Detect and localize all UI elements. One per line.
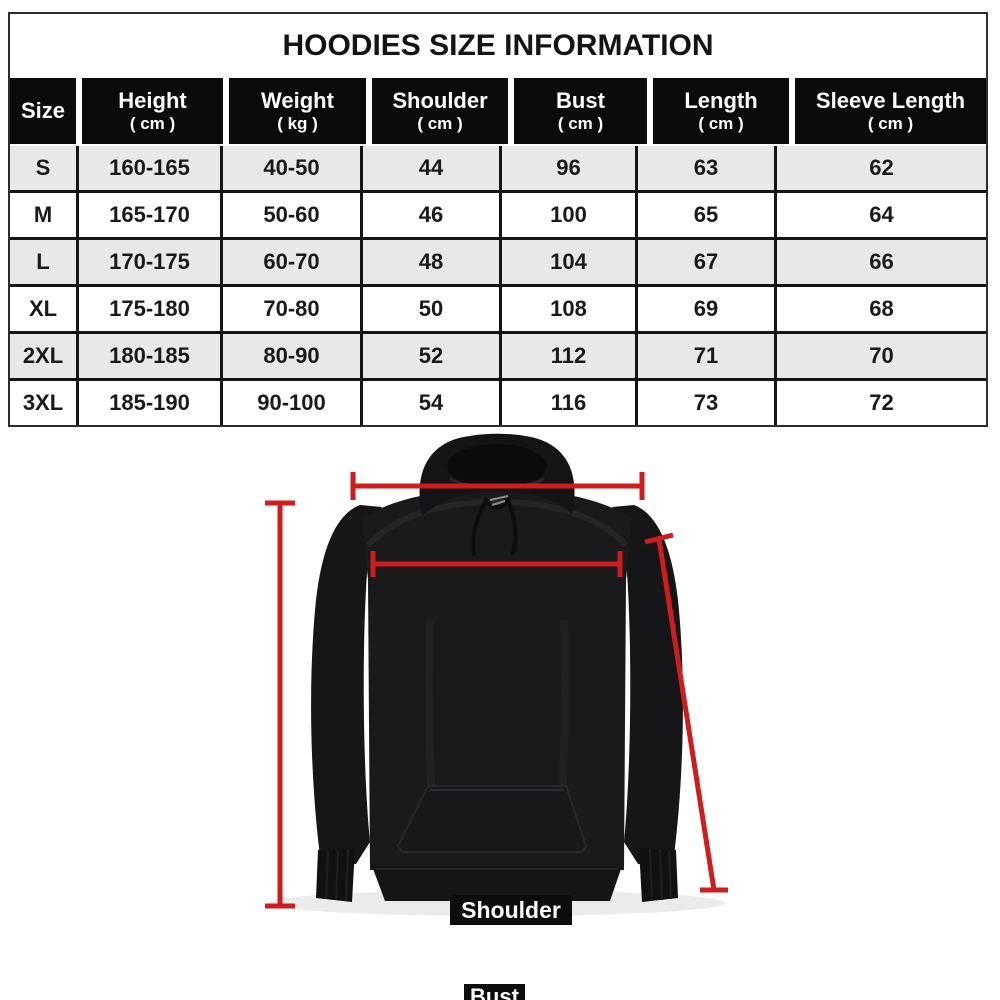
table-body: S 160-165 40-50 44 96 63 62 M 165-170 50-60 46 100 6…	[10, 146, 986, 425]
cuff-rib-lines	[649, 848, 672, 901]
size-cell: 2XL	[10, 334, 76, 378]
header-label: Length	[684, 88, 758, 114]
table-header-row: Size Height ( cm ) Weight ( kg ) Shoulde…	[10, 78, 986, 144]
header-label: Bust	[556, 88, 605, 114]
measurement-lines	[265, 472, 728, 909]
header-label: Sleeve Length	[815, 88, 966, 114]
header-label: Weight	[261, 88, 334, 114]
shoulder-label: Shoulder	[450, 895, 572, 925]
size-cell: XL	[10, 287, 76, 331]
table-cell: 40-50	[223, 146, 360, 190]
size-table: HOODIES SIZE INFORMATION Size Height ( c…	[8, 12, 988, 427]
table-cell: 68	[777, 287, 986, 331]
hood-opening	[447, 444, 547, 488]
sleeve-length-line	[656, 538, 717, 891]
table-cell: 64	[777, 193, 986, 237]
table-cell: 66	[777, 240, 986, 284]
table-title-row: HOODIES SIZE INFORMATION	[10, 14, 986, 78]
hoodie-illustration	[265, 433, 728, 916]
table-cell: 170-175	[79, 240, 220, 284]
table-cell: 73	[638, 381, 774, 425]
table-cell: 67	[638, 240, 774, 284]
fold-highlight	[496, 499, 629, 548]
header-cell-weight: Weight ( kg )	[229, 78, 366, 144]
hoodie-left-sleeve	[311, 505, 382, 866]
header-unit: ( cm )	[867, 114, 914, 134]
table-cell: 180-185	[79, 334, 220, 378]
table-cell: 80-90	[223, 334, 360, 378]
header-unit: ( cm )	[557, 114, 604, 134]
size-cell: M	[10, 193, 76, 237]
sleeve-length-cap-top	[644, 532, 674, 545]
header-unit: ( kg )	[277, 114, 318, 134]
header-label: Size	[20, 98, 66, 124]
table-cell: 100	[502, 193, 635, 237]
table-cell: 50-60	[223, 193, 360, 237]
table-cell: 185-190	[79, 381, 220, 425]
chest-logo	[489, 495, 509, 506]
hoodie-right-sleeve	[612, 505, 683, 866]
table-cell: 70	[777, 334, 986, 378]
header-body-divider	[10, 144, 986, 146]
table-cell: 65	[638, 193, 774, 237]
table-cell: 46	[363, 193, 499, 237]
table-cell: 48	[363, 240, 499, 284]
hoodie-pocket	[396, 785, 588, 853]
hoodie-body	[362, 489, 632, 870]
cuff-rib-lines	[325, 848, 349, 902]
table-cell: 71	[638, 334, 774, 378]
size-cell: 3XL	[10, 381, 76, 425]
table-cell: 160-165	[79, 146, 220, 190]
table-cell: 44	[363, 146, 499, 190]
header-unit: ( cm )	[698, 114, 744, 134]
table-cell: 175-180	[79, 287, 220, 331]
page-title: HOODIES SIZE INFORMATION	[282, 29, 714, 62]
size-cell: S	[10, 146, 76, 190]
bust-label: Bust	[464, 984, 525, 1000]
table-cell: 60-70	[223, 240, 360, 284]
table-cell: 62	[777, 146, 986, 190]
measurement-diagram: Shoulder Bust Length Sleeve Length	[0, 430, 1000, 1000]
table-cell: 63	[638, 146, 774, 190]
header-cell-sleeve-length: Sleeve Length ( cm )	[795, 78, 986, 144]
table-cell: 54	[363, 381, 499, 425]
header-unit: ( cm )	[417, 114, 463, 134]
header-cell-bust: Bust ( cm )	[514, 78, 647, 144]
table-cell: 108	[502, 287, 635, 331]
table-cell: 104	[502, 240, 635, 284]
drawstring-left	[471, 498, 488, 556]
table-cell: 72	[777, 381, 986, 425]
table-cell: 165-170	[79, 193, 220, 237]
header-unit: ( cm )	[129, 114, 176, 134]
table-cell: 52	[363, 334, 499, 378]
header-label: Height	[118, 88, 187, 114]
table-cell: 90-100	[223, 381, 360, 425]
drawstring-loop	[484, 498, 510, 510]
table-cell: 69	[638, 287, 774, 331]
header-cell-size: Size	[10, 78, 76, 144]
header-label: Shoulder	[392, 88, 488, 114]
header-cell-height: Height ( cm )	[82, 78, 223, 144]
table-cell: 116	[502, 381, 635, 425]
header-cell-length: Length ( cm )	[653, 78, 789, 144]
table-cell: 70-80	[223, 287, 360, 331]
hoodie-right-cuff	[639, 848, 678, 902]
size-cell: L	[10, 240, 76, 284]
hoodie-hem	[372, 866, 622, 901]
header-cell-shoulder: Shoulder ( cm )	[372, 78, 508, 144]
table-cell: 112	[502, 334, 635, 378]
drawstring-right	[506, 498, 518, 555]
table-cell: 50	[363, 287, 499, 331]
table-cell: 96	[502, 146, 635, 190]
